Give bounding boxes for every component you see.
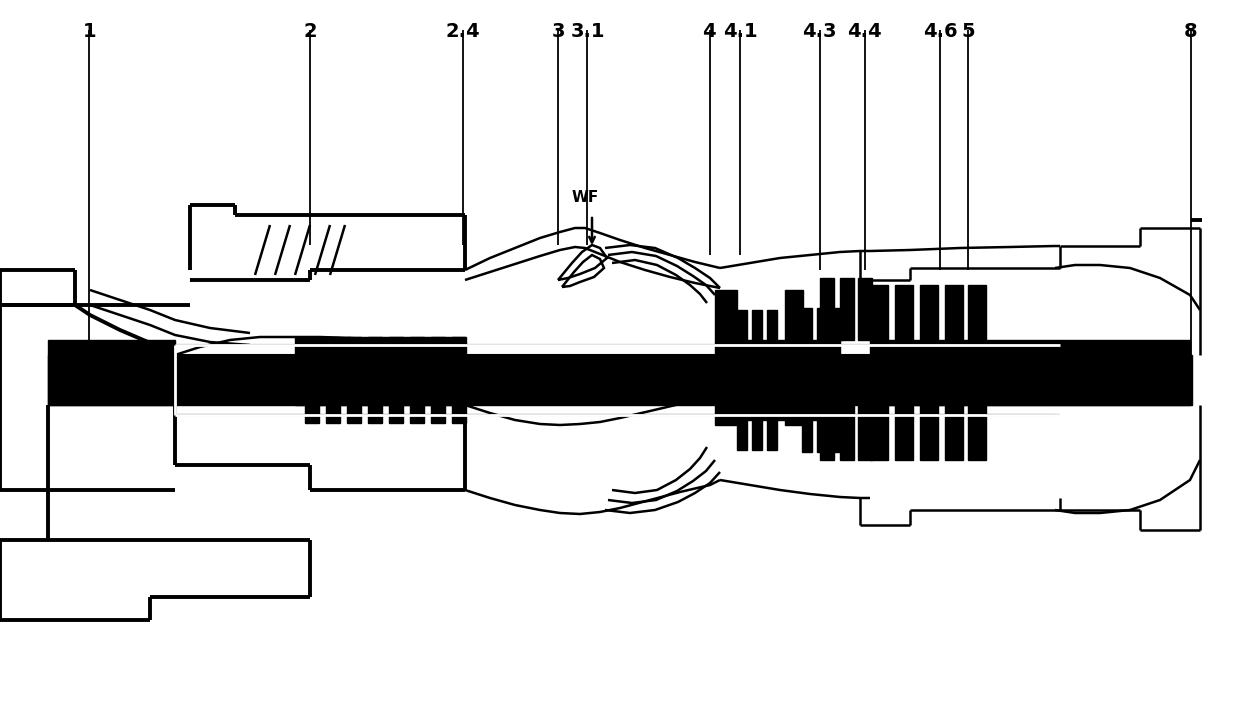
Polygon shape <box>1060 340 1190 405</box>
Polygon shape <box>920 285 937 340</box>
Polygon shape <box>832 420 842 452</box>
Polygon shape <box>839 278 854 340</box>
Polygon shape <box>920 405 937 460</box>
Polygon shape <box>735 405 785 420</box>
Polygon shape <box>735 340 785 355</box>
Polygon shape <box>968 285 986 340</box>
Text: 8: 8 <box>1184 22 1197 41</box>
Text: 4.3: 4.3 <box>802 22 837 41</box>
Polygon shape <box>832 308 842 340</box>
Polygon shape <box>715 290 737 355</box>
Polygon shape <box>715 405 737 425</box>
Polygon shape <box>768 310 777 340</box>
Polygon shape <box>785 290 804 355</box>
Text: WF: WF <box>572 190 599 205</box>
Text: 4.4: 4.4 <box>847 22 882 41</box>
Polygon shape <box>326 337 340 355</box>
Polygon shape <box>800 405 839 420</box>
Polygon shape <box>389 405 403 423</box>
Polygon shape <box>817 308 827 340</box>
Polygon shape <box>737 310 746 340</box>
Polygon shape <box>820 278 835 340</box>
Polygon shape <box>968 405 986 460</box>
Polygon shape <box>785 405 804 425</box>
Polygon shape <box>432 405 445 423</box>
Polygon shape <box>800 340 839 355</box>
Polygon shape <box>432 337 445 355</box>
Polygon shape <box>870 340 1060 405</box>
Polygon shape <box>858 405 872 460</box>
Polygon shape <box>895 285 913 340</box>
Text: 5: 5 <box>962 22 975 41</box>
Text: 3.1: 3.1 <box>570 22 605 41</box>
Text: 4.1: 4.1 <box>723 22 758 41</box>
Polygon shape <box>305 337 319 355</box>
Polygon shape <box>802 420 812 452</box>
Polygon shape <box>326 405 340 423</box>
Text: 4.6: 4.6 <box>923 22 957 41</box>
Polygon shape <box>305 405 319 423</box>
Text: 2.4: 2.4 <box>445 22 480 41</box>
Polygon shape <box>945 285 963 340</box>
Polygon shape <box>389 337 403 355</box>
Text: 4: 4 <box>703 22 715 41</box>
Polygon shape <box>751 420 763 450</box>
Polygon shape <box>945 405 963 460</box>
Polygon shape <box>839 405 854 460</box>
Polygon shape <box>870 405 888 460</box>
Polygon shape <box>347 405 361 423</box>
Polygon shape <box>817 420 827 452</box>
Polygon shape <box>870 285 888 340</box>
Polygon shape <box>347 337 361 355</box>
Polygon shape <box>895 405 913 460</box>
Polygon shape <box>453 337 466 355</box>
Polygon shape <box>410 405 424 423</box>
Polygon shape <box>858 278 872 340</box>
Polygon shape <box>48 340 175 405</box>
Polygon shape <box>737 420 746 450</box>
Polygon shape <box>768 420 777 450</box>
Text: 3: 3 <box>552 22 564 41</box>
Polygon shape <box>368 405 382 423</box>
Text: 2: 2 <box>304 22 316 41</box>
Polygon shape <box>820 405 835 460</box>
Polygon shape <box>453 405 466 423</box>
Text: 1: 1 <box>83 22 95 41</box>
Polygon shape <box>802 308 812 340</box>
Polygon shape <box>48 355 1192 405</box>
Polygon shape <box>751 310 763 340</box>
Polygon shape <box>368 337 382 355</box>
Polygon shape <box>295 337 465 405</box>
Polygon shape <box>410 337 424 355</box>
